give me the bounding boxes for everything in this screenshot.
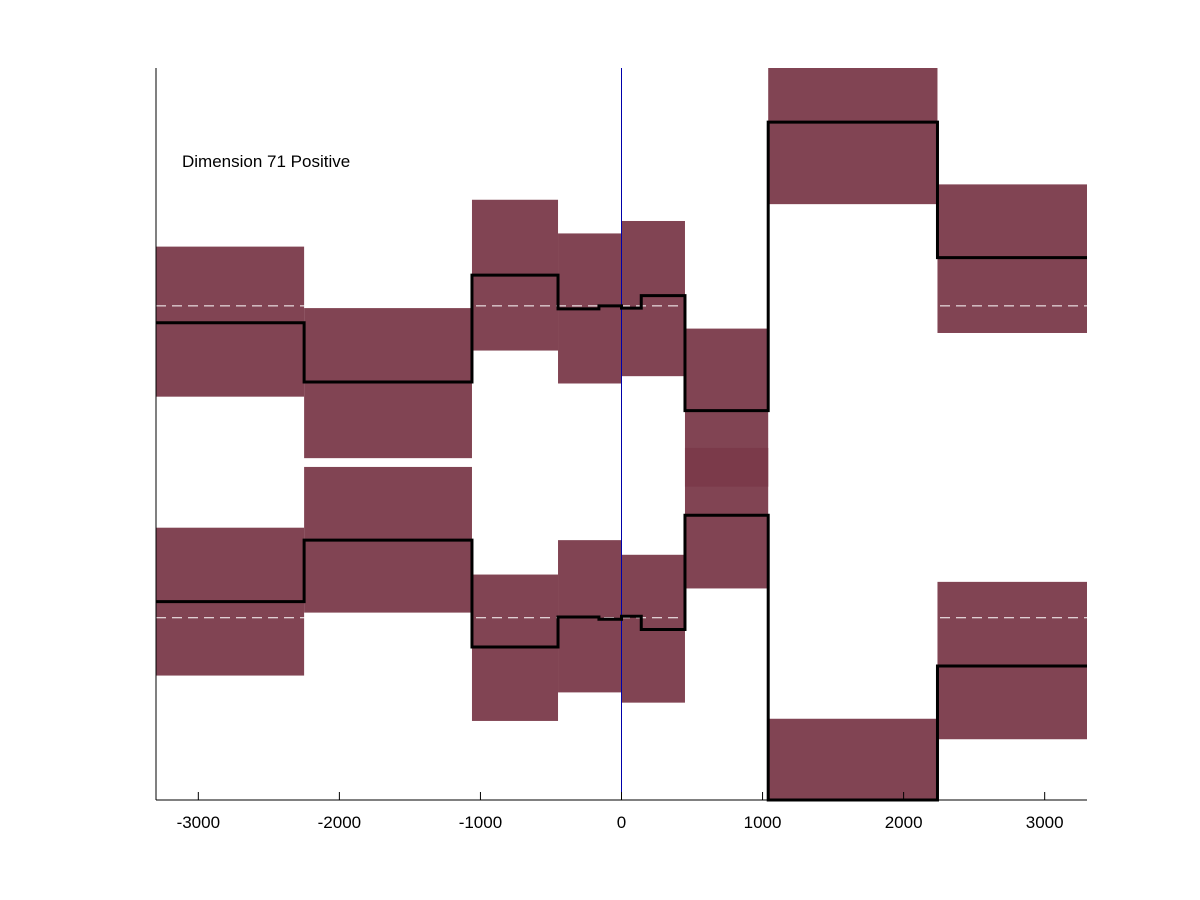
- x-tick-label-1: -2000: [318, 813, 361, 832]
- lower-band-segment-6: [768, 718, 938, 800]
- upper-band-segment-4: [621, 220, 685, 377]
- x-tick-label-5: 2000: [885, 813, 923, 832]
- x-ticks: -3000 -2000 -1000 0 1000 2000 3000: [177, 792, 1064, 832]
- x-tick-label-0: -3000: [177, 813, 220, 832]
- dimension-annotation: Dimension 71 Positive: [182, 152, 350, 171]
- upper-band-segment-6: [768, 68, 938, 205]
- upper-mean-line: [156, 120, 1087, 413]
- x-tick-label-2: -1000: [459, 813, 502, 832]
- x-tick-label-3: 0: [617, 813, 626, 832]
- lower-band-segment-7: [937, 581, 1087, 740]
- mean-lines: [156, 120, 1087, 802]
- lower-mean-line: [156, 513, 1087, 802]
- x-tick-label-6: 3000: [1026, 813, 1064, 832]
- lower-band-segment-5: [684, 447, 769, 589]
- x-tick-label-4: 1000: [744, 813, 782, 832]
